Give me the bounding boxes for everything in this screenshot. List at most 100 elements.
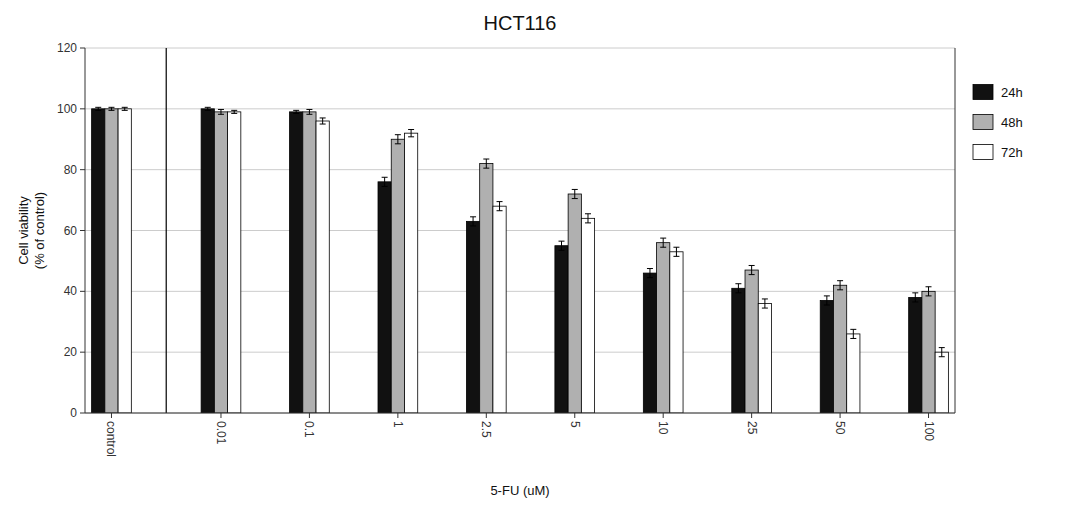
bar: [670, 252, 683, 413]
x-tick-label: 50: [833, 421, 847, 435]
bar: [555, 246, 568, 413]
error-bar: [306, 109, 312, 114]
error-bar: [218, 109, 224, 114]
error-bar: [585, 214, 591, 223]
legend-swatch: [973, 85, 993, 100]
legend-label: 72h: [1001, 145, 1023, 160]
y-axis-label: Cell viability(% of control): [16, 192, 47, 269]
bar: [581, 218, 594, 413]
right-spine: [955, 48, 956, 413]
bar: [935, 352, 948, 413]
bar: [820, 300, 833, 413]
x-tick-label: 0.1: [302, 421, 316, 438]
bar: [643, 273, 656, 413]
bar: [290, 112, 303, 413]
x-tick-label: 10: [656, 421, 670, 435]
x-axis-label: 5-FU (uM): [490, 483, 549, 498]
x-tick-label: control: [104, 421, 118, 457]
error-bar: [108, 107, 114, 110]
y-tick-label: 60: [64, 224, 78, 238]
error-bar: [483, 159, 489, 168]
error-bar: [122, 107, 128, 110]
legend: 24h 48h 72h: [973, 85, 1023, 160]
error-bar: [572, 189, 578, 198]
bar: [378, 182, 391, 413]
error-bar: [837, 281, 843, 290]
error-bar: [559, 241, 565, 250]
bars: [92, 107, 949, 413]
x-tick: [309, 413, 310, 418]
error-bar: [320, 118, 326, 124]
y-tick-label: 40: [64, 284, 78, 298]
legend-label: 48h: [1001, 115, 1023, 130]
bar: [493, 206, 506, 413]
y-tick-label: 100: [57, 102, 77, 116]
grid-line: [85, 48, 955, 49]
bar: [657, 243, 670, 413]
bar: [568, 194, 581, 413]
error-bar: [735, 284, 741, 293]
bar: [214, 112, 227, 413]
x-tick: [928, 413, 929, 418]
error-bar: [382, 177, 388, 186]
x-tick: [397, 413, 398, 418]
bar: [480, 164, 493, 413]
bar: [833, 285, 846, 413]
error-bar: [408, 130, 414, 137]
y-tick-label: 0: [70, 406, 77, 420]
bar: [758, 304, 771, 414]
error-bar: [647, 269, 653, 278]
x-axis: [85, 413, 955, 414]
grid-line: [85, 108, 955, 109]
x-tick-label: 2.5: [479, 421, 493, 438]
y-axis: [85, 48, 86, 413]
error-bar: [939, 348, 945, 357]
bar: [466, 221, 479, 413]
y-tick: [80, 230, 85, 231]
chart-container: 020406080100120control0.010.112.55102550…: [0, 0, 1070, 505]
y-axis-label-line: (% of control): [32, 192, 47, 269]
x-tick: [840, 413, 841, 418]
bar: [105, 109, 118, 413]
x-tick: [663, 413, 664, 418]
y-axis-label-line: Cell viability: [16, 196, 31, 265]
y-tick: [80, 108, 85, 109]
bar: [745, 270, 758, 413]
error-bar: [926, 287, 932, 296]
legend-swatch: [973, 145, 993, 160]
y-tick: [80, 48, 85, 49]
error-bar: [762, 299, 768, 308]
bar: [92, 109, 105, 413]
bar: [201, 109, 214, 413]
x-tick-label: 1: [391, 421, 405, 428]
x-tick-label: 5: [568, 421, 582, 428]
grid-line: [85, 413, 955, 414]
x-tick: [111, 413, 112, 418]
error-bar: [95, 107, 101, 110]
error-bar: [912, 293, 918, 302]
error-bar: [231, 110, 237, 113]
title: HCT116: [484, 12, 557, 34]
bar: [303, 112, 316, 413]
error-bar: [673, 247, 679, 256]
x-tick: [220, 413, 221, 418]
error-bar: [293, 110, 299, 113]
bar: [316, 121, 329, 413]
error-bar: [497, 202, 503, 211]
x-tick-label: 25: [745, 421, 759, 435]
x-tick: [574, 413, 575, 418]
bar: [847, 334, 860, 413]
bar: [922, 291, 935, 413]
y-tick-label: 20: [64, 345, 78, 359]
grid: [85, 48, 955, 413]
bar: [404, 133, 417, 413]
x-tick-label: 0.01: [214, 421, 228, 445]
bar: [118, 109, 131, 413]
error-bar: [824, 296, 830, 305]
y-tick: [80, 291, 85, 292]
error-bar: [660, 238, 666, 247]
y-tick-label: 120: [57, 41, 77, 55]
legend-label: 24h: [1001, 85, 1023, 100]
x-tick-label: 100: [922, 421, 936, 441]
bar: [732, 288, 745, 413]
